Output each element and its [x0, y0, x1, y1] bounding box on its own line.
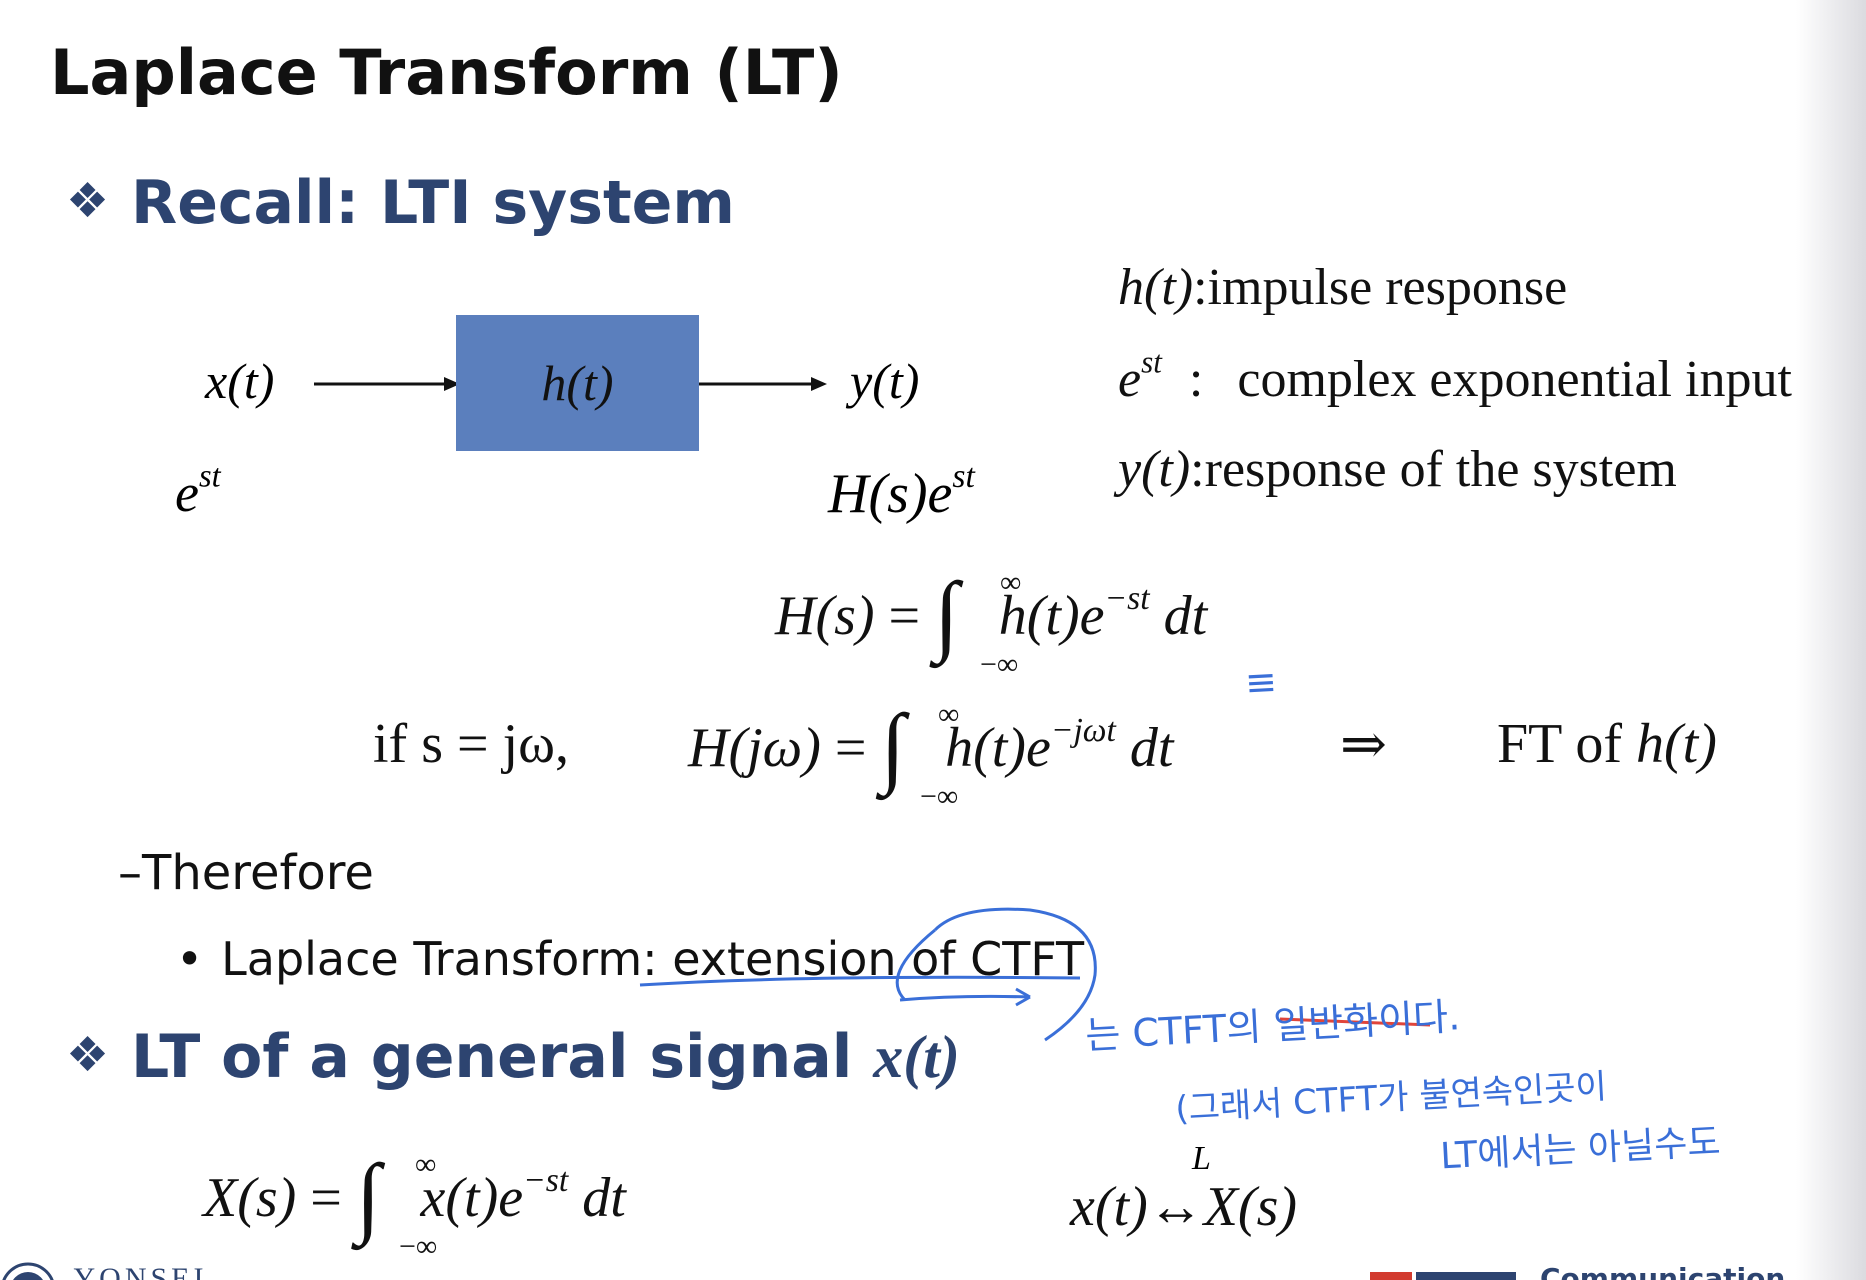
eq3-lower-limit: −∞ [399, 1230, 438, 1263]
output-exp-base: H(s)e [828, 463, 953, 525]
transform-pair-label: L [1192, 1140, 1211, 1177]
eq2-condition: if s = jω, [373, 713, 569, 775]
output-exp-sup: st [952, 457, 975, 495]
condition-text: if s = jω, [373, 712, 569, 776]
transform-pair: x(t)↔X(s) [1070, 1175, 1297, 1239]
eq2-upper-limit: ∞ [938, 698, 960, 731]
lab-logo: Communication [1370, 1262, 1790, 1280]
input-arrow [314, 377, 460, 391]
yonsei-logo: YONSEI [0, 1262, 208, 1280]
section-heading-text: LT of a general signal [131, 1022, 874, 1092]
output-exponential: H(s)est [828, 460, 975, 526]
output-signal-label: y(t) [850, 353, 920, 409]
section-heading-symbol: x(t) [873, 1024, 960, 1090]
eq1-lower-limit: −∞ [980, 648, 1019, 681]
eq2-integrand: h(t)e [945, 717, 1051, 779]
eq1-equals: = [888, 585, 921, 647]
diamond-bullet-icon: ❖ [66, 173, 110, 229]
legend-sep: : [1190, 441, 1205, 498]
input-exponential: est [175, 458, 221, 524]
legend-row-response: y(t):response of the system [1118, 440, 1677, 499]
eq1-dt: dt [1163, 585, 1208, 647]
legend-symbol-sup: st [1141, 344, 1162, 380]
system-block: h(t) [456, 315, 699, 451]
ft-result-symbol: h(t) [1636, 713, 1717, 775]
dash-bullet: – [118, 845, 142, 901]
legend-text: impulse response [1207, 259, 1568, 316]
laplace-definition-equation: X(s) = ∫ ∞ −∞ x(t)e−st dt [203, 1142, 723, 1263]
eq3-equals: = [310, 1167, 342, 1229]
university-seal-icon [2, 1262, 54, 1280]
eq1-integrand: h(t)e [998, 585, 1105, 647]
eq2-lhs: H(jω) [688, 717, 821, 779]
legend-sep: : [1188, 351, 1204, 408]
eq3-lhs: X(s) [203, 1167, 297, 1229]
legend-row-impulse: h(t):impulse response [1118, 258, 1567, 317]
input-exp-sup: st [198, 458, 221, 495]
window-edge-shadow [1796, 0, 1866, 1280]
bullet-prefix: Laplace Transform: [221, 932, 673, 986]
therefore-item: –Therefore [118, 845, 374, 901]
fourier-equation: H(jω) = ∫ ∞ −∞ h(t)e−jωt dt [688, 692, 1268, 813]
legend-sep: : [1193, 259, 1208, 316]
eq1-exponent: −st [1104, 579, 1150, 617]
input-signal-label: x(t) [205, 353, 275, 409]
ft-result-prefix: FT of [1497, 713, 1636, 775]
legend-symbol: h(t) [1118, 259, 1194, 316]
input-exp-base: e [175, 463, 199, 523]
therefore-text: Therefore [142, 845, 374, 901]
diamond-bullet-icon: ❖ [66, 1027, 110, 1083]
yonsei-logo-text: YONSEI [73, 1262, 208, 1280]
eq1-upper-limit: ∞ [1000, 566, 1022, 599]
integral-sign: ∫ [355, 1147, 381, 1246]
legend-symbol: e [1118, 351, 1142, 408]
eq3-integrand: x(t)e [420, 1167, 524, 1229]
system-block-label: h(t) [541, 355, 614, 411]
lab-logo-text: Communication [1540, 1262, 1786, 1280]
section-heading-text: Recall: LTI system [131, 168, 735, 238]
pair-arrow: ↔ [1147, 1176, 1204, 1238]
integral-sign: ∫ [880, 697, 906, 796]
integral-sign: ∫ [934, 565, 959, 664]
legend-symbol: y(t) [1118, 441, 1191, 498]
pair-lhs: x(t) [1070, 1176, 1148, 1238]
pair-rhs: X(s) [1203, 1176, 1298, 1238]
ft-result: FT of h(t) [1497, 712, 1717, 776]
lab-logo-blue-block [1416, 1272, 1516, 1280]
eq3-dt: dt [582, 1167, 626, 1229]
eq1-lhs: H(s) [775, 585, 875, 647]
lab-logo-red-block [1370, 1272, 1412, 1280]
legend-text: response of the system [1204, 441, 1677, 498]
eq3-upper-limit: ∞ [415, 1148, 437, 1181]
transfer-function-equation: H(s) = ∫ ∞ −∞ h(t)e−st dt [775, 560, 1295, 681]
eq2-dt: dt [1129, 717, 1174, 779]
section-recall-heading: ❖ Recall: LTI system [66, 168, 735, 238]
eq2-equals: = [834, 717, 867, 779]
eq2-exponent: −jωt [1050, 711, 1116, 749]
legend-row-exponential: est : complex exponential input [1118, 347, 1792, 409]
section-general-signal-heading: ❖ LT of a general signal x(t) [66, 1022, 960, 1092]
slide-title: Laplace Transform (LT) [50, 36, 843, 109]
output-arrow [699, 377, 827, 391]
legend-text: complex exponential input [1237, 351, 1792, 408]
eq3-exponent: −st [523, 1161, 569, 1199]
implies-arrow: ⇒ [1340, 714, 1387, 776]
eq2-lower-limit: −∞ [920, 780, 959, 813]
dot-bullet: • [176, 932, 204, 986]
